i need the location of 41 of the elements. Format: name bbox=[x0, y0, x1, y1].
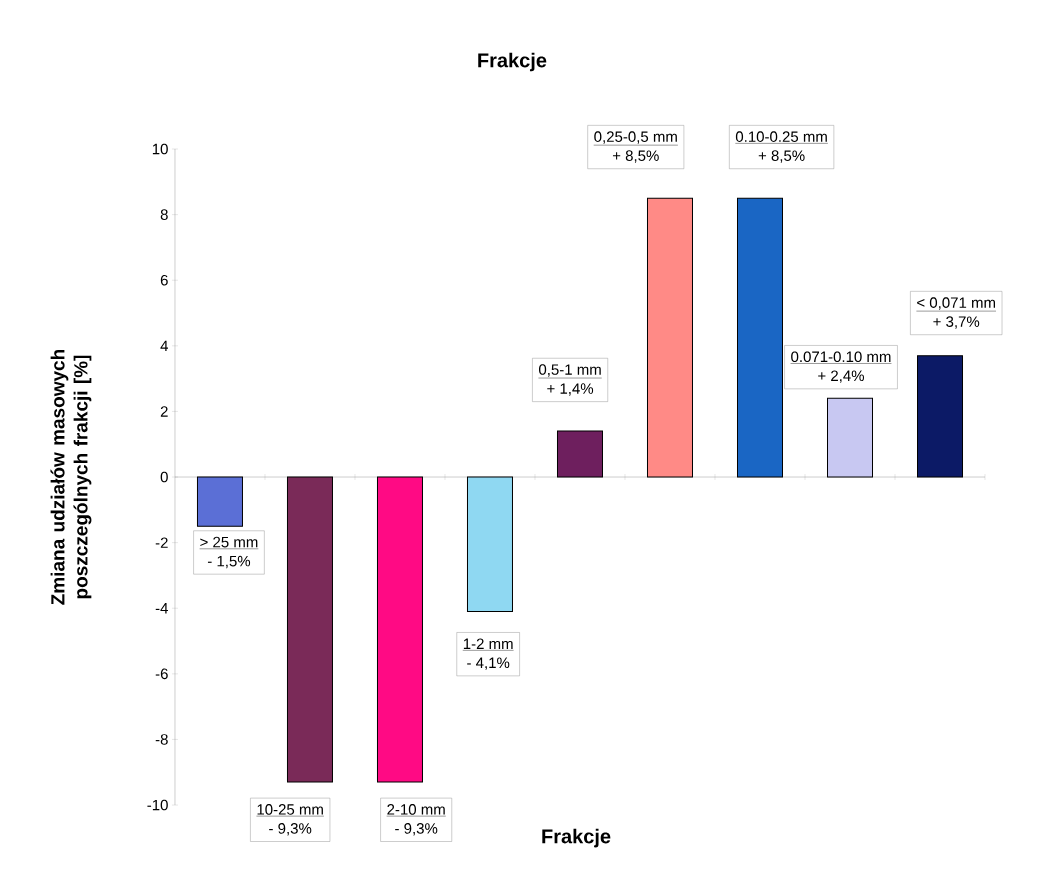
data-label: + 8,5% bbox=[612, 150, 659, 163]
data-label: + 3,7% bbox=[933, 316, 980, 329]
y-tick-label: 10 bbox=[152, 143, 168, 155]
y-tick-label: -8 bbox=[155, 734, 168, 745]
data-label: + 8,5% bbox=[758, 150, 805, 163]
y-tick-label: 4 bbox=[160, 340, 168, 351]
data-label: - 9,3% bbox=[395, 823, 438, 836]
y-tick-label: -6 bbox=[155, 668, 168, 680]
data-label: + 2,4% bbox=[818, 370, 865, 383]
annotation: 2-10 mm bbox=[387, 804, 445, 815]
annotation: 10-25 mm bbox=[257, 804, 323, 815]
bar bbox=[827, 397, 874, 478]
text: Frakcje bbox=[542, 828, 611, 848]
bar bbox=[737, 197, 783, 478]
bar bbox=[196, 476, 243, 527]
text: 0.10-0.25 mm bbox=[735, 131, 827, 142]
bar bbox=[376, 476, 423, 783]
y-tick-label: -2 bbox=[155, 537, 168, 548]
annotation: 0.071-0.10 mm bbox=[791, 351, 891, 363]
y-tick-label: 0 bbox=[160, 471, 168, 483]
bar bbox=[646, 197, 693, 478]
data-label: - 1,5% bbox=[207, 555, 251, 569]
y-tick-label: -4 bbox=[155, 603, 168, 614]
chart-title: Frakcje bbox=[478, 52, 547, 72]
annotation: < 0,071 mm bbox=[917, 297, 996, 310]
annotation: 1-2 mm bbox=[463, 638, 513, 649]
text: 0,25-0,5 mm bbox=[594, 131, 677, 144]
data-label: + 1,4% bbox=[547, 383, 594, 396]
bar bbox=[286, 476, 333, 783]
y-tick-label: 6 bbox=[160, 274, 168, 286]
annotation: 0,5-1 mm bbox=[538, 364, 601, 377]
data-label: - 9,3% bbox=[269, 823, 312, 836]
y-tick-label: 2 bbox=[160, 406, 168, 417]
bar bbox=[917, 355, 964, 478]
y-axis-title: Zmiana udziałów masowych poszczególnych frakcji [%] bbox=[50, 349, 92, 605]
y-tick-label: -10 bbox=[147, 799, 168, 811]
annotation: > 25 mm bbox=[200, 536, 258, 548]
bar bbox=[466, 476, 513, 612]
y-tick-label: 8 bbox=[160, 209, 168, 220]
data-label: - 4,1% bbox=[467, 657, 510, 670]
bar bbox=[556, 430, 603, 478]
